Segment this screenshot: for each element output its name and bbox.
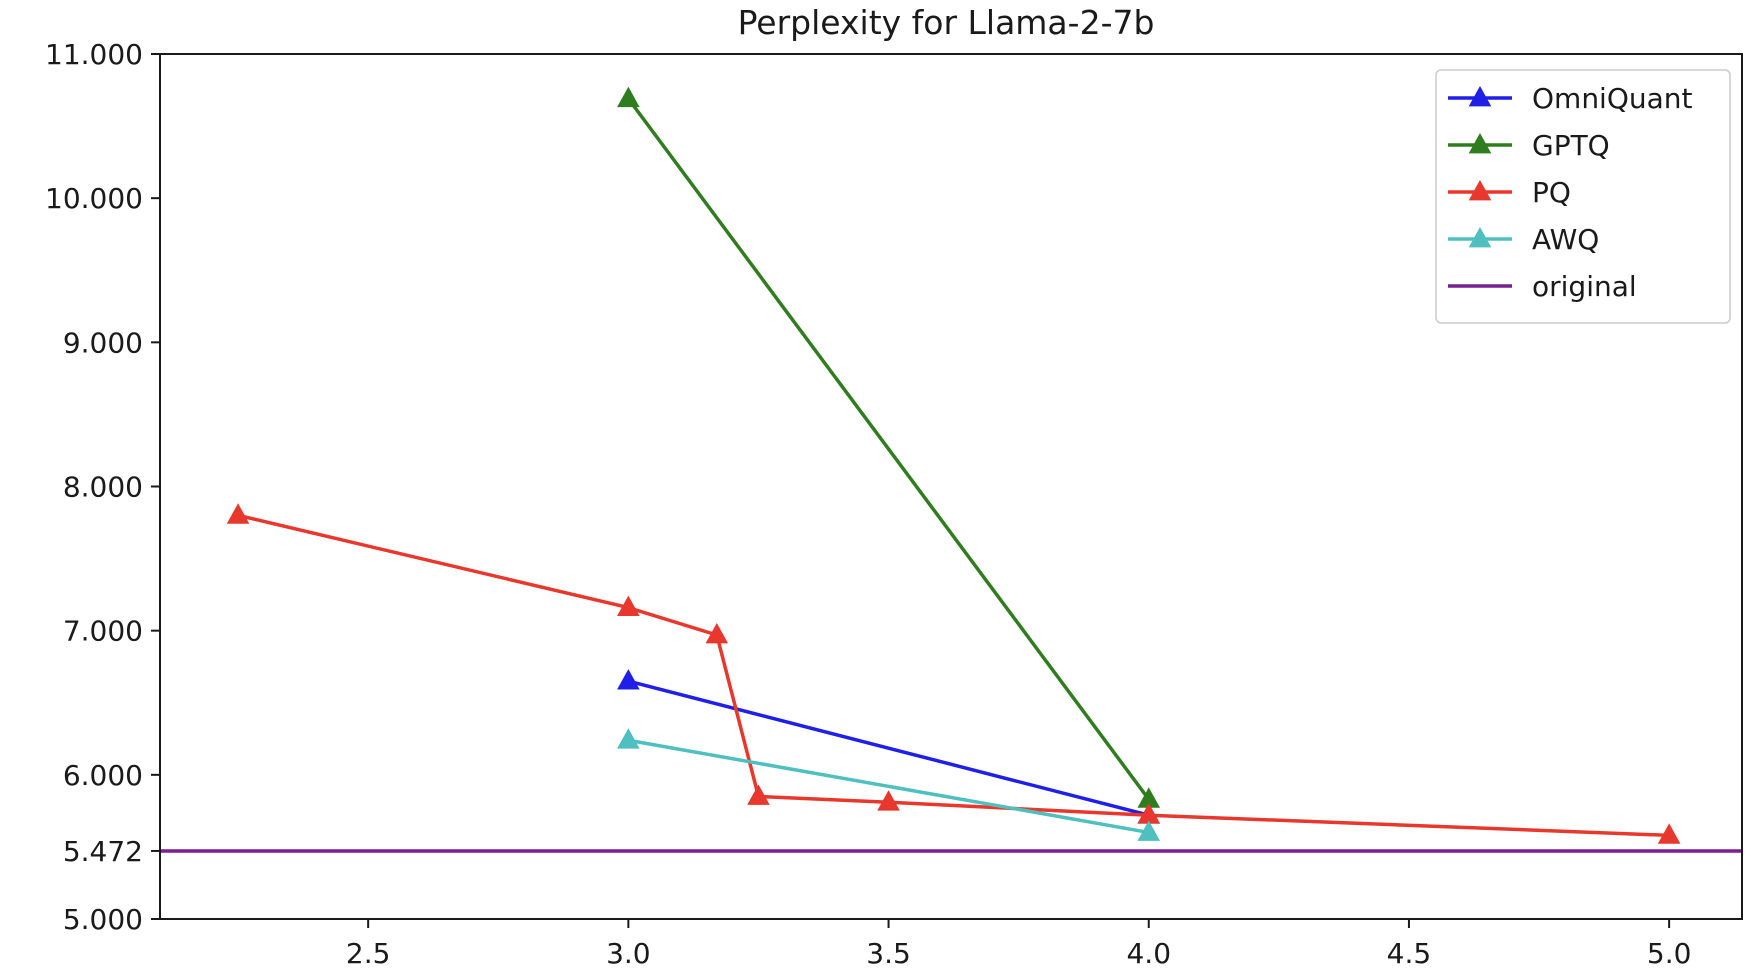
- data-point-pq: [705, 622, 729, 644]
- legend-label-original: original: [1532, 270, 1637, 303]
- x-tick-label: 3.5: [866, 937, 911, 970]
- series-line-pq: [237, 513, 1670, 838]
- legend-label-pq: PQ: [1532, 176, 1571, 209]
- y-tick-label: 6.000: [63, 759, 143, 792]
- y-tick-label: 7.000: [63, 615, 143, 648]
- legend-marker-pq: [1468, 179, 1492, 201]
- x-tick-label: 3.0: [606, 937, 651, 970]
- legend-box: [1435, 69, 1731, 324]
- x-tick-label: 2.5: [346, 937, 391, 970]
- y-tick-label: 5.000: [63, 903, 143, 936]
- series-line-awq: [628, 738, 1150, 835]
- data-point-awq: [1137, 820, 1161, 841]
- y-tick-label: 9.000: [63, 326, 143, 359]
- y-tick-label: 10.000: [45, 182, 143, 215]
- data-point-pq: [1657, 823, 1681, 844]
- data-point-pq: [617, 595, 640, 617]
- legend-label-awq: AWQ: [1532, 223, 1599, 256]
- y-tick-label: 8.000: [63, 471, 143, 504]
- legend-marker-awq: [1468, 226, 1492, 248]
- data-point-gptq: [617, 86, 640, 108]
- legend-label-omniquant: OmniQuant: [1532, 82, 1693, 115]
- series-line-omniquant: [627, 679, 1150, 817]
- legend-marker-gptq: [1468, 132, 1492, 154]
- data-point-awq: [617, 728, 640, 749]
- series-line-gptq: [626, 97, 1151, 801]
- data-point-pq: [877, 790, 900, 811]
- x-tick-label: 4.0: [1126, 937, 1171, 970]
- x-tick-label: 4.5: [1387, 937, 1432, 970]
- legend: OmniQuant GPTQ PQ AWQ original: [1435, 69, 1731, 324]
- chart-title: Perplexity for Llama-2-7b: [738, 3, 1155, 42]
- legend-marker-omniquant: [1468, 85, 1492, 107]
- legend-label-gptq: GPTQ: [1532, 129, 1610, 162]
- x-tick-label: 5.0: [1647, 937, 1692, 970]
- y-tick-label: 5.472: [63, 835, 143, 868]
- data-point-omniquant: [617, 669, 640, 690]
- y-tick-label: 11.000: [45, 38, 143, 71]
- plot-area: 5.000 5.472 6.000 7.000 8.000 9.000 10.000 11.0…: [45, 38, 1743, 970]
- data-point-pq: [226, 503, 250, 524]
- data-point-pq: [747, 784, 770, 805]
